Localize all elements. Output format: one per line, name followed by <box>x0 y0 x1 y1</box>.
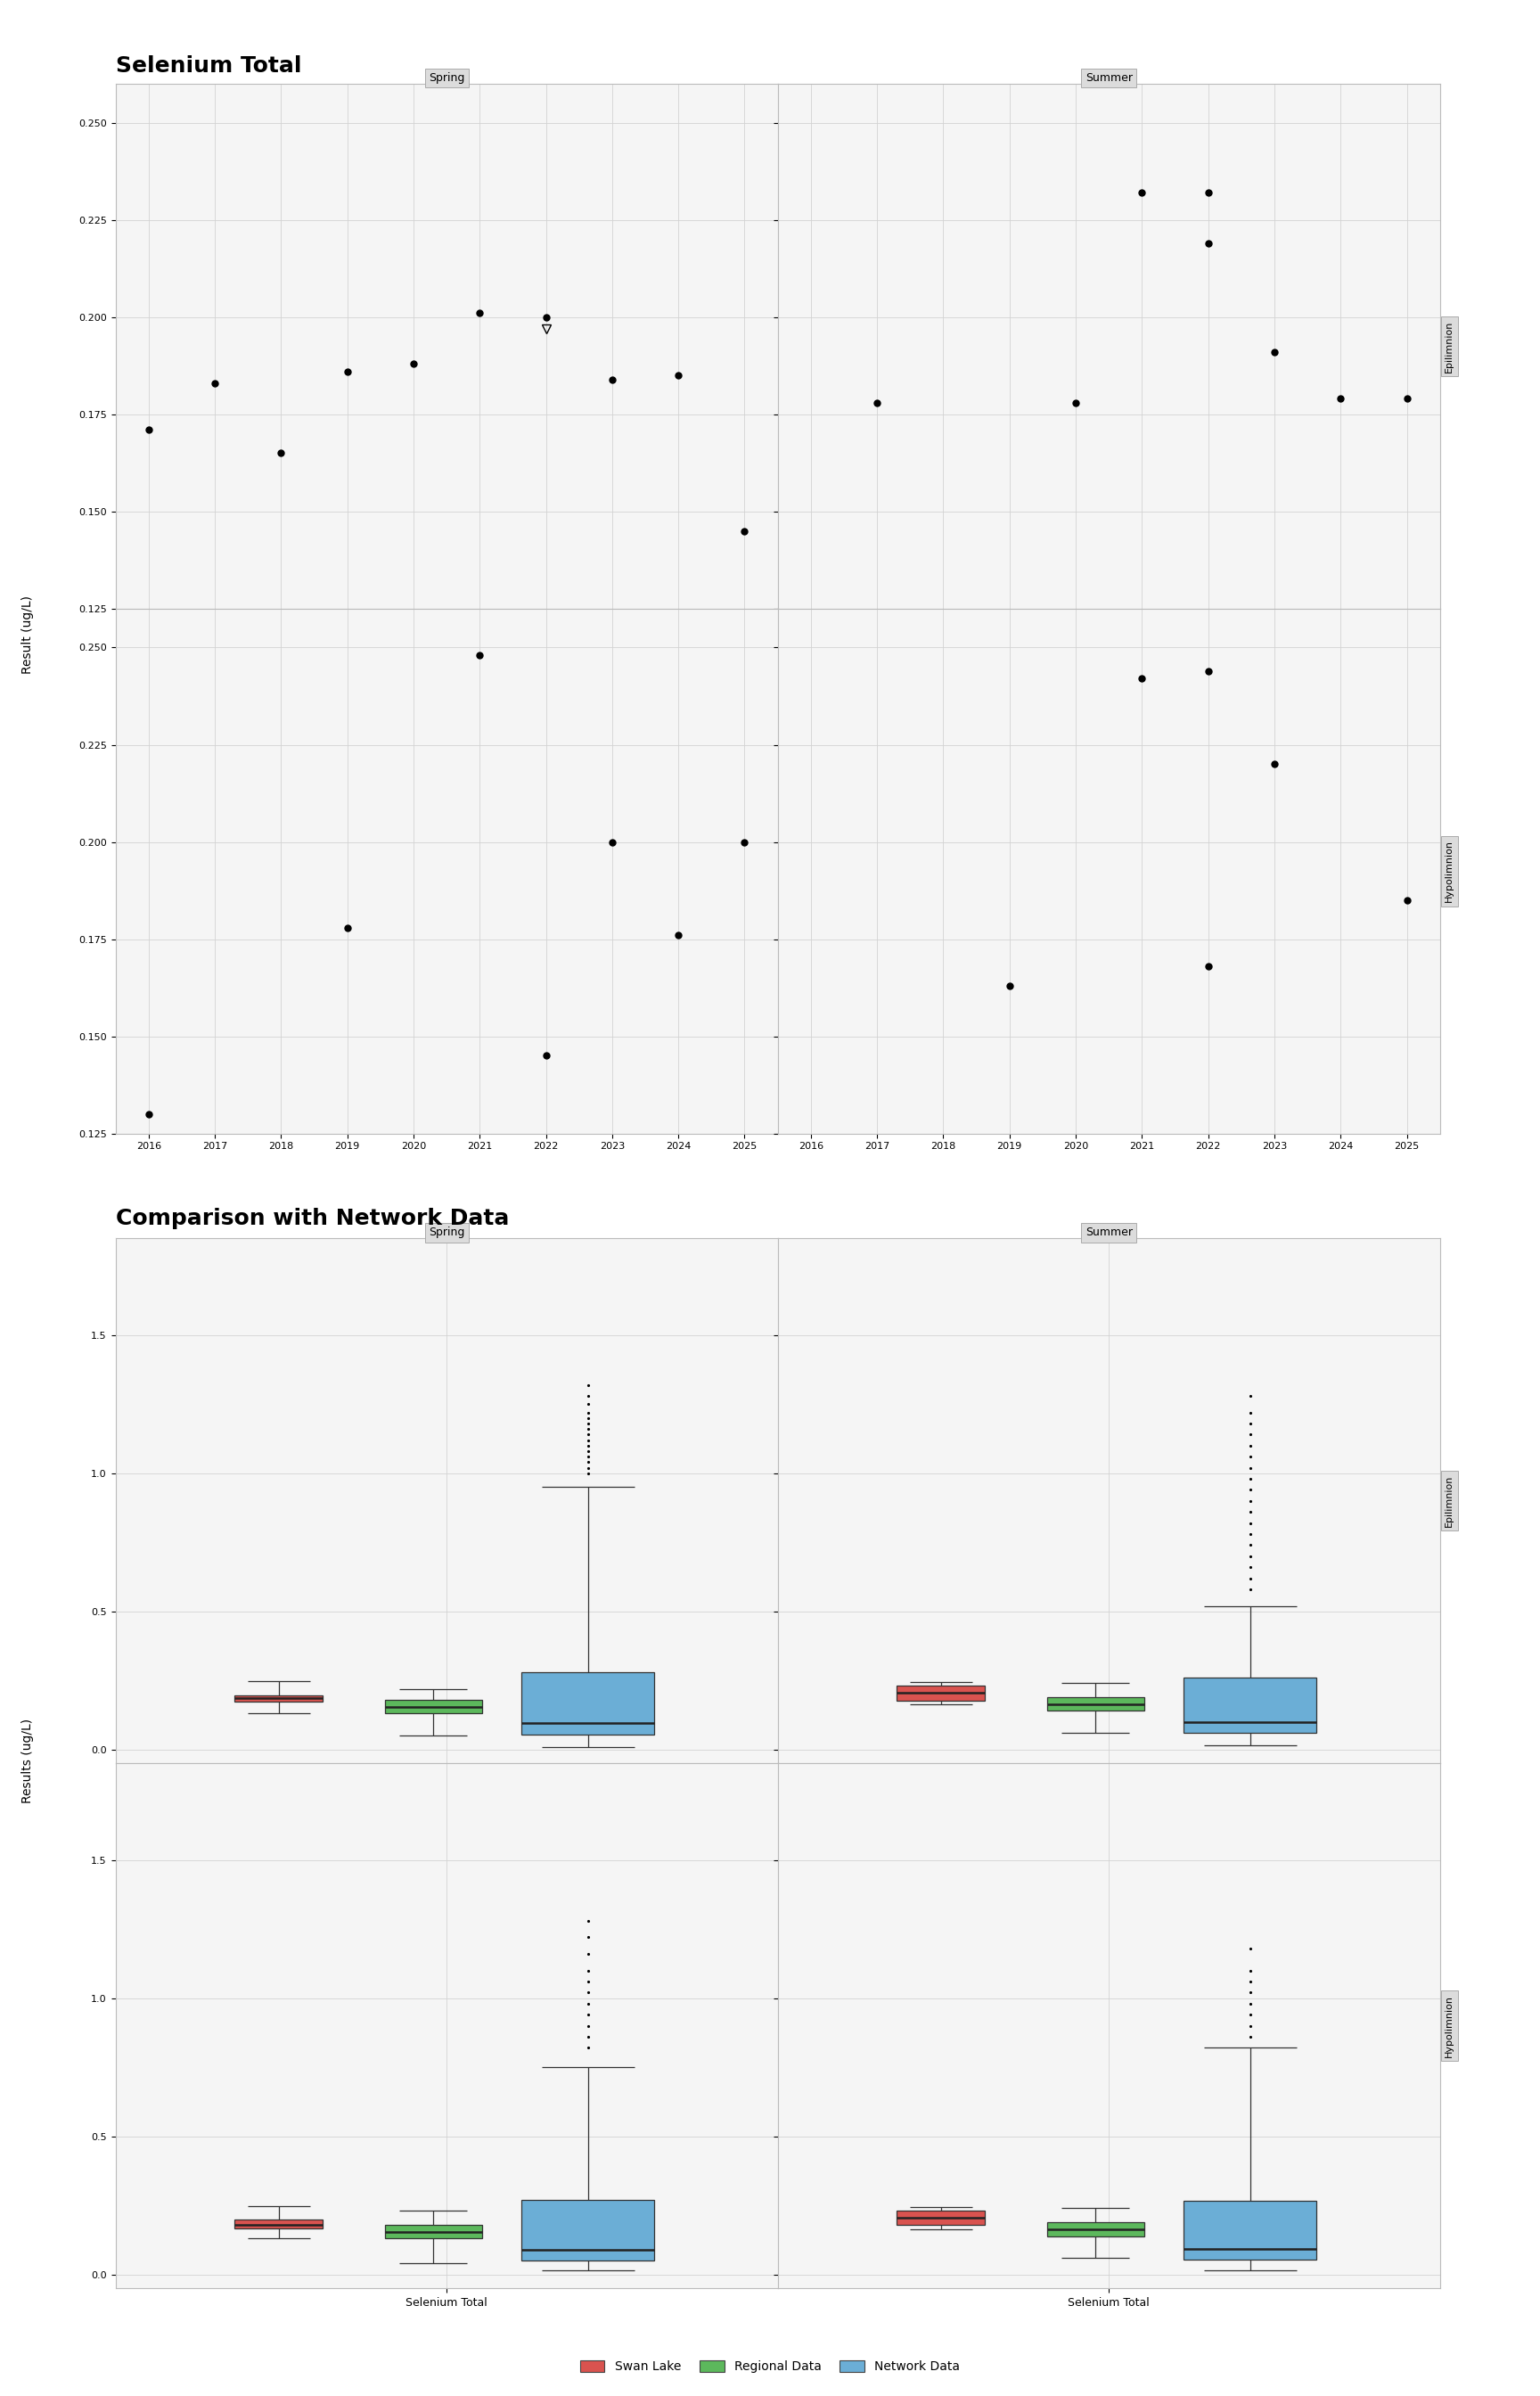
Title: Spring: Spring <box>428 1227 465 1239</box>
Bar <box>1184 2202 1317 2259</box>
Bar <box>522 2200 654 2259</box>
Legend: Swan Lake, Regional Data, Network Data: Swan Lake, Regional Data, Network Data <box>574 2355 966 2377</box>
Text: Results (ug/L): Results (ug/L) <box>22 1718 34 1804</box>
Bar <box>522 1672 654 1735</box>
Bar <box>896 1687 986 1701</box>
Bar <box>1047 1696 1144 1711</box>
Title: Summer: Summer <box>1086 1227 1132 1239</box>
Text: Comparison with Network Data: Comparison with Network Data <box>116 1208 508 1229</box>
Y-axis label: Epilimnion: Epilimnion <box>1445 321 1454 371</box>
Y-axis label: Hypolimnion: Hypolimnion <box>1445 1993 1454 2056</box>
Text: Selenium Total: Selenium Total <box>116 55 302 77</box>
Bar <box>1184 1677 1317 1732</box>
Bar <box>1047 2221 1144 2235</box>
Bar <box>385 2226 482 2238</box>
Title: Summer: Summer <box>1086 72 1132 84</box>
Title: Spring: Spring <box>428 72 465 84</box>
Bar <box>896 2212 986 2223</box>
Bar <box>385 1699 482 1713</box>
Bar <box>234 2219 323 2228</box>
Text: Result (ug/L): Result (ug/L) <box>22 597 34 673</box>
Y-axis label: Epilimnion: Epilimnion <box>1445 1476 1454 1526</box>
Bar <box>234 1696 323 1701</box>
Y-axis label: Hypolimnion: Hypolimnion <box>1445 841 1454 903</box>
